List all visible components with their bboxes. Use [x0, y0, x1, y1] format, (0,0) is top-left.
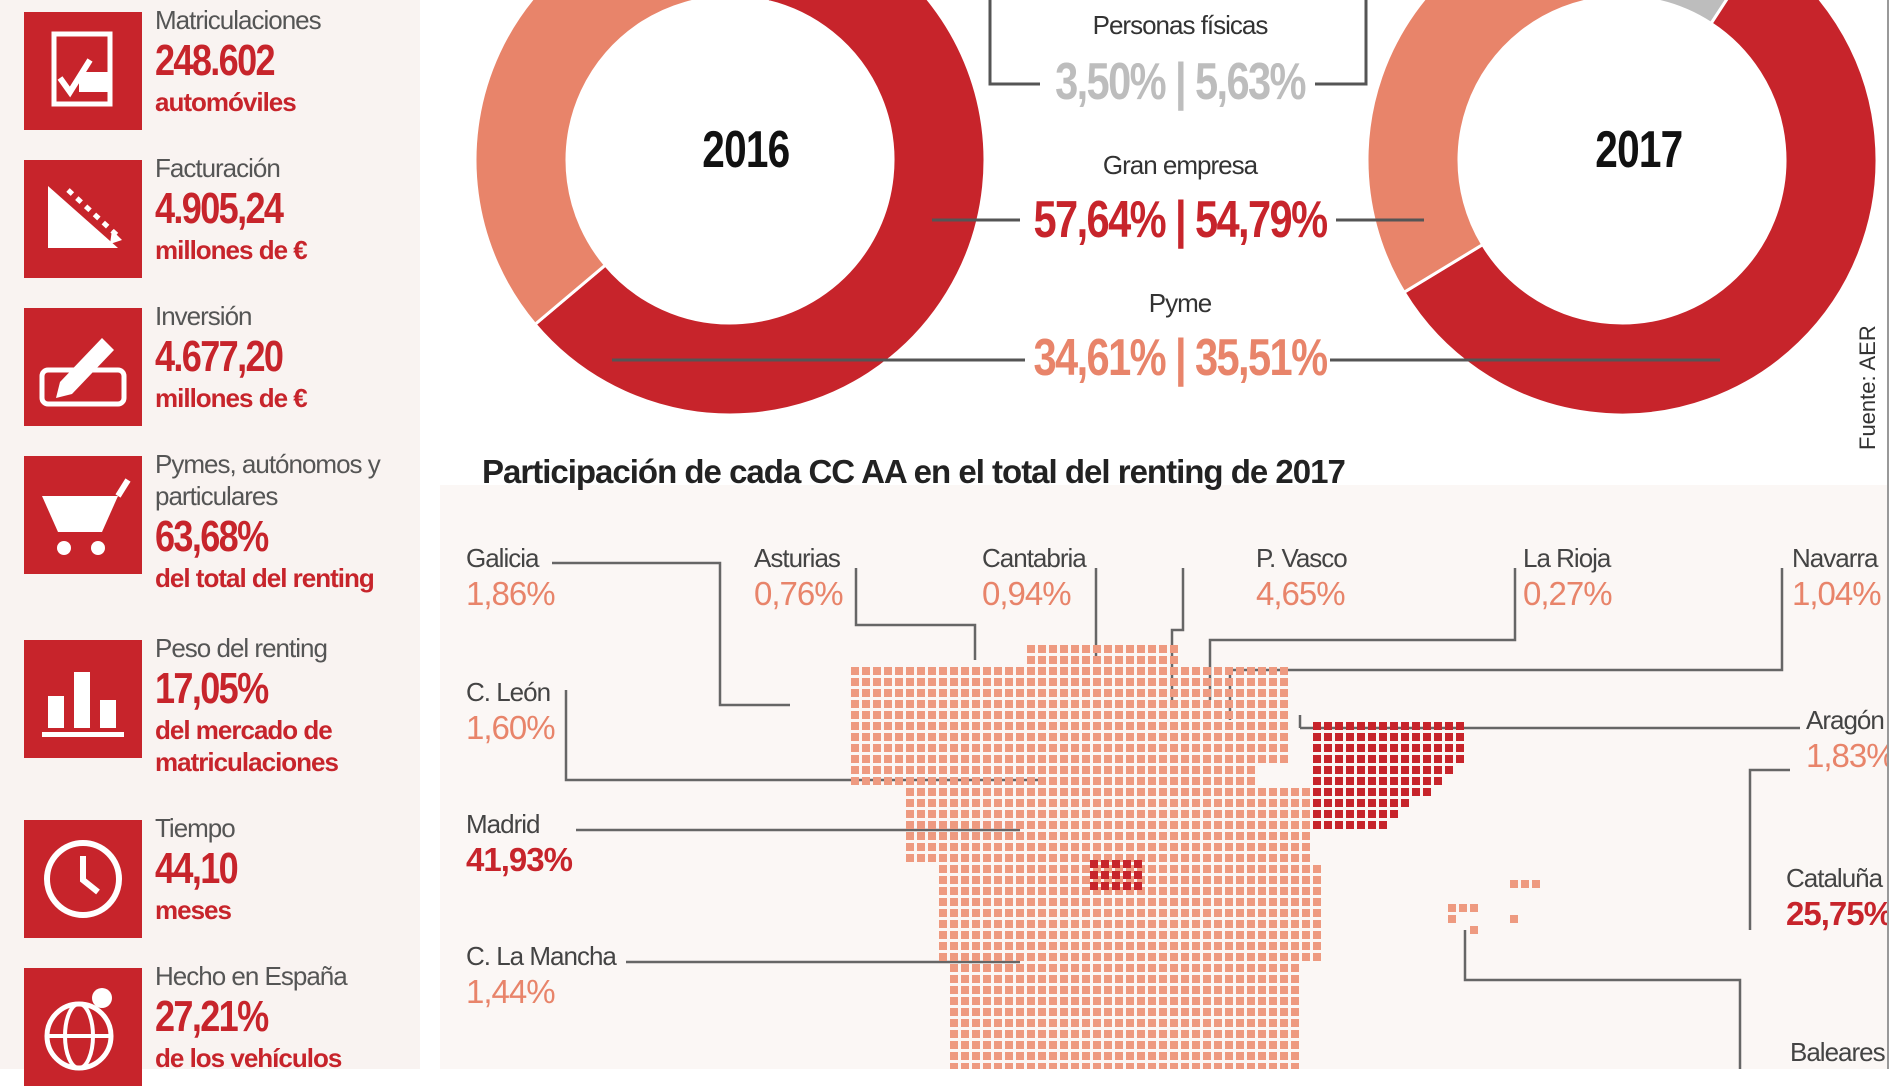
stat-label: Tiempo	[155, 813, 236, 843]
region-cataluna: Cataluña 25,75%	[1786, 862, 1893, 934]
region-castilla-la-mancha: C. La Mancha 1,44%	[466, 940, 617, 1012]
region-aragon: Aragón 1,83%	[1806, 704, 1896, 776]
gran-empresa-label: Gran empresa	[1102, 150, 1258, 180]
stat-label: Peso del renting	[155, 633, 328, 663]
region-name: P. Vasco	[1256, 543, 1348, 573]
signature-pen-icon	[24, 308, 142, 426]
stat-unit: meses	[155, 895, 232, 925]
stat-label: Pymes, autónomos y particulares	[155, 449, 381, 511]
stat-value: 17,05%	[155, 664, 269, 713]
stat-value: 4.677,20	[155, 332, 284, 381]
region-value: 0,27%	[1523, 575, 1613, 612]
region-asturias: Asturias 0,76%	[754, 542, 844, 614]
stat-unit: de los vehículos	[155, 1043, 342, 1073]
growth-chart-icon	[24, 160, 142, 278]
page-edge	[1887, 0, 1900, 1069]
region-value: 0,76%	[754, 575, 844, 612]
region-name: Madrid	[466, 809, 540, 839]
region-name: Galicia	[466, 543, 539, 573]
stat-value: 4.905,24	[155, 184, 284, 233]
donut-chart-2017	[1365, 0, 1879, 417]
region-madrid: Madrid 41,93%	[466, 808, 573, 880]
stat-label: Facturación	[155, 153, 281, 183]
donut-hole	[567, 0, 893, 323]
donut-year-2017: 2017	[1595, 121, 1683, 179]
clock-icon	[24, 820, 142, 938]
region-name: Asturias	[754, 543, 841, 573]
stat-unit: millones de €	[155, 235, 308, 265]
stat-value: 44,10	[155, 844, 239, 893]
region-value: 1,44%	[466, 973, 556, 1010]
personas-values: 3,50% | 5,63%	[1055, 53, 1306, 111]
region-name: C. León	[466, 677, 551, 707]
personas-label: Personas físicas	[1092, 10, 1269, 40]
region-value: 25,75%	[1786, 895, 1893, 932]
map-background	[440, 485, 1900, 1069]
region-name: Baleares	[1790, 1037, 1886, 1067]
globe-pin-icon	[24, 968, 142, 1086]
region-pais-vasco: P. Vasco 4,65%	[1256, 542, 1348, 614]
donut-year-2016: 2016	[702, 121, 790, 179]
gran-empresa-values: 57,64% | 54,79%	[1033, 191, 1329, 249]
stat-value: 27,21%	[155, 992, 269, 1041]
region-castilla-leon: C. León 1,60%	[466, 676, 556, 748]
donut-chart-2016	[473, 0, 987, 417]
stat-label: Hecho en España	[155, 961, 348, 991]
donut-hole	[1459, 0, 1785, 323]
region-value: 1,60%	[466, 709, 556, 746]
pyme-label: Pyme	[1148, 288, 1212, 318]
region-baleares: Baleares	[1790, 1036, 1886, 1068]
region-value: 41,93%	[466, 841, 573, 878]
stat-unit: automóviles	[155, 87, 297, 117]
region-navarra: Navarra 1,04%	[1792, 542, 1882, 614]
stat-unit: del mercado de matriculaciones	[155, 715, 339, 777]
region-cantabria: Cantabria 0,94%	[982, 542, 1087, 614]
region-value: 1,86%	[466, 575, 556, 612]
map-title: Participación de cada CC AA en el total …	[482, 453, 1346, 490]
region-name: Cataluña	[1786, 863, 1883, 893]
stat-value: 63,68%	[155, 512, 269, 561]
region-name: Cantabria	[982, 543, 1087, 573]
region-value: 1,83%	[1806, 737, 1896, 774]
region-name: Aragón	[1806, 705, 1885, 735]
region-name: Navarra	[1792, 543, 1878, 573]
region-name: C. La Mancha	[466, 941, 617, 971]
region-value: 1,04%	[1792, 575, 1882, 612]
stat-label: Matriculaciones	[155, 5, 322, 35]
stat-value: 248.602	[155, 36, 276, 85]
stats-sidebar: Matriculaciones 248.602 automóviles Fact…	[0, 0, 420, 1086]
pyme-values: 34,61% | 35,51%	[1033, 329, 1329, 387]
region-name: La Rioja	[1523, 543, 1611, 573]
region-galicia: Galicia 1,86%	[466, 542, 556, 614]
stat-unit: millones de €	[155, 383, 308, 413]
bar-chart-icon	[24, 640, 142, 758]
stat-label: Inversión	[155, 301, 253, 331]
region-la-rioja: La Rioja 0,27%	[1523, 542, 1613, 614]
shopping-cart-icon	[24, 456, 142, 574]
region-value: 0,94%	[982, 575, 1072, 612]
document-check-icon	[24, 12, 142, 130]
region-value: 4,65%	[1256, 575, 1346, 612]
source-note: Fuente: AER	[1855, 325, 1880, 450]
stat-unit: del total del renting	[155, 563, 375, 593]
